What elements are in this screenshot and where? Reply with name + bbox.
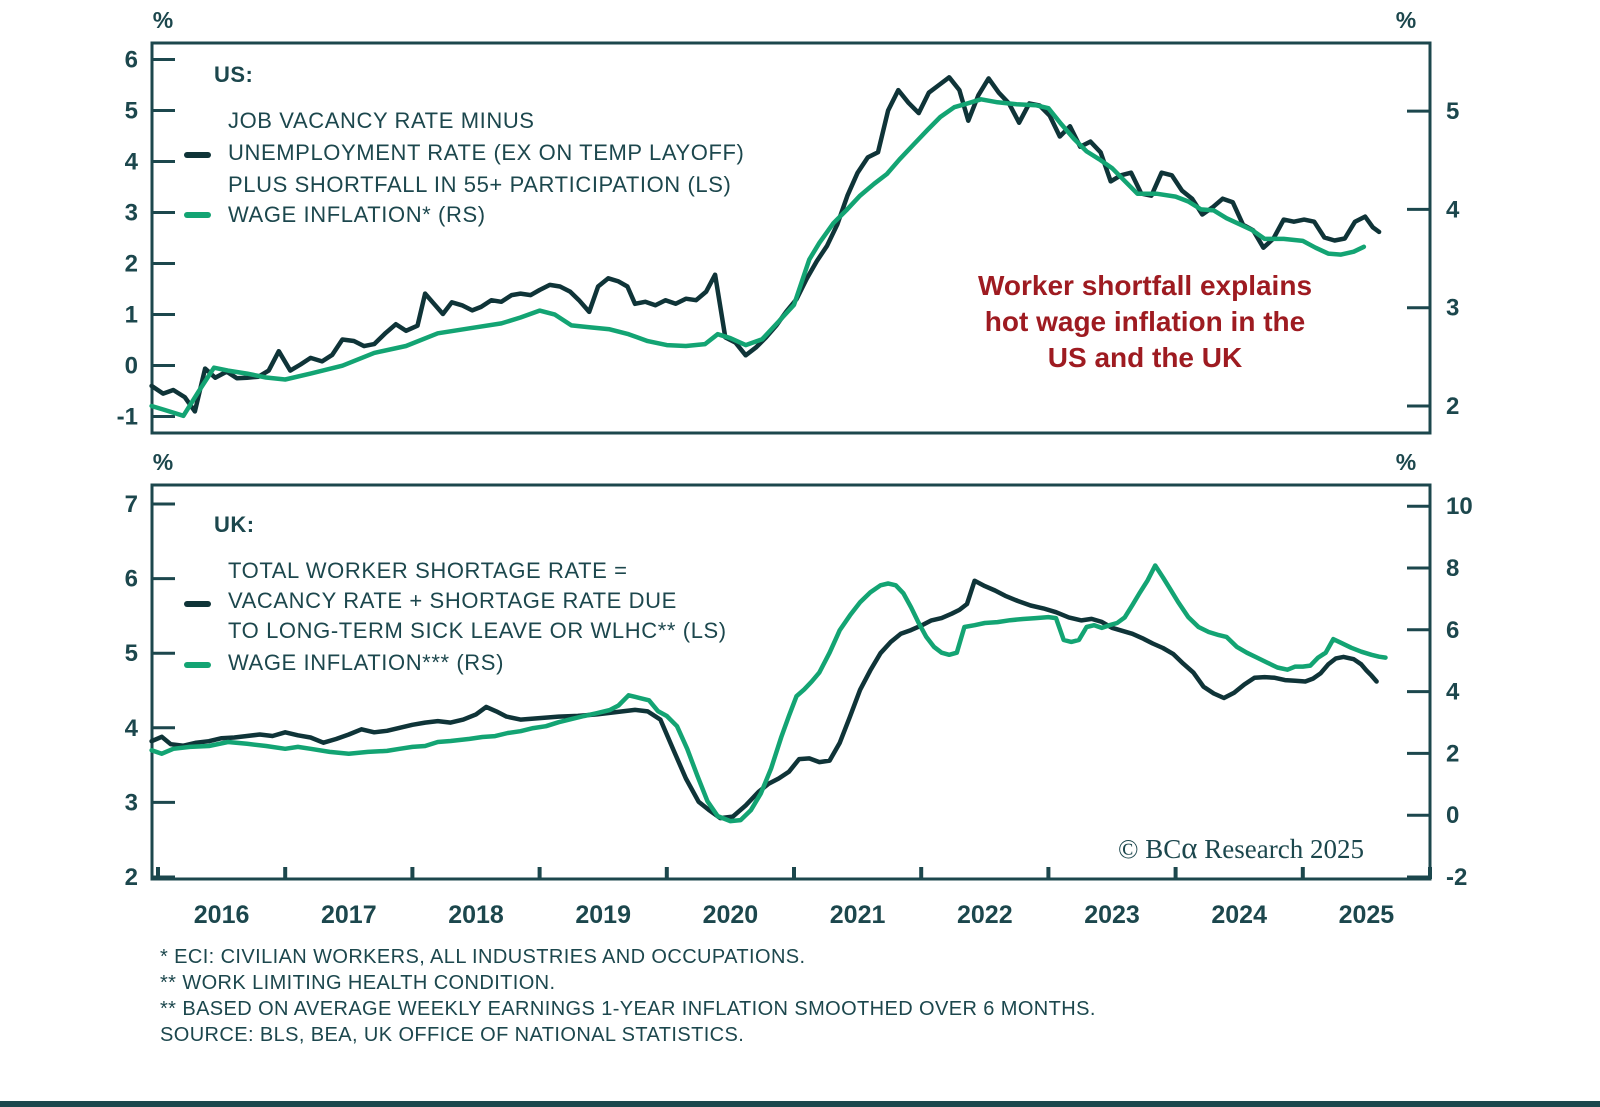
- uk-series1-swatch: [184, 601, 211, 607]
- uk-region-label: UK:: [214, 512, 255, 537]
- uk-right-tick-label: 4: [1446, 679, 1460, 706]
- us-right-tick-label: 2: [1446, 393, 1459, 420]
- uk-right-tick-label: 8: [1446, 555, 1459, 582]
- uk-left-tick-label: 2: [125, 864, 138, 891]
- uk-worker-shortage-line: [149, 578, 1379, 821]
- us-series1-label-line1: JOB VACANCY RATE MINUS: [228, 108, 535, 133]
- uk-right-tick-label: 0: [1446, 802, 1459, 829]
- us-panel: % % 6 5 4 3 2 1 0 -1 5 4 3 2: [117, 7, 1460, 435]
- uk-series1-label-line2: VACANCY RATE + SHORTAGE RATE DUE: [228, 588, 677, 613]
- x-axis-year-label: 2018: [448, 901, 504, 929]
- x-axis-year-label: 2022: [957, 901, 1013, 929]
- footnote-wlhc: ** WORK LIMITING HEALTH CONDITION.: [160, 972, 556, 994]
- x-axis-year-label: 2020: [703, 901, 759, 929]
- us-right-axis-unit-label: %: [1396, 7, 1416, 33]
- us-left-axis-unit-label: %: [153, 7, 173, 33]
- us-left-tick-label: 6: [125, 47, 138, 74]
- watermark-prefix: © BC: [1118, 834, 1182, 864]
- uk-series2-label: WAGE INFLATION*** (RS): [228, 650, 504, 675]
- us-left-tick-label: 2: [125, 251, 138, 278]
- uk-right-tick-label: 10: [1446, 493, 1473, 520]
- uk-right-axis-unit-label: %: [1396, 449, 1416, 475]
- uk-left-tick-label: 5: [125, 640, 138, 667]
- x-axis-year-label: 2021: [830, 901, 886, 929]
- us-series2-swatch: [184, 212, 211, 218]
- annotation-line3: US and the UK: [1047, 342, 1243, 373]
- uk-left-tick-label: 6: [125, 566, 138, 593]
- us-right-tick-label: 4: [1446, 196, 1460, 223]
- x-axis-year-label: 2017: [321, 901, 377, 929]
- x-axis-year-label: 2016: [194, 901, 250, 929]
- watermark-alpha-glyph: α: [1181, 830, 1198, 865]
- us-left-tick-label: -1: [117, 404, 138, 431]
- x-axis-year-label: 2024: [1211, 901, 1267, 929]
- footnote-awe: ** BASED ON AVERAGE WEEKLY EARNINGS 1-YE…: [160, 998, 1096, 1020]
- x-axis-year-label: 2025: [1339, 901, 1395, 929]
- uk-series1-label-line1: TOTAL WORKER SHORTAGE RATE =: [228, 558, 628, 583]
- us-left-tick-label: 3: [125, 200, 138, 227]
- us-series1-label-line2: UNEMPLOYMENT RATE (EX ON TEMP LAYOFF): [228, 140, 745, 165]
- uk-right-tick-label: -2: [1446, 864, 1467, 891]
- uk-right-tick-label: 6: [1446, 617, 1459, 644]
- uk-plot-frame: [150, 483, 1432, 881]
- x-axis-year-label: 2023: [1084, 901, 1140, 929]
- x-axis-year-label: 2019: [575, 901, 631, 929]
- us-left-tick-label: 4: [125, 149, 139, 176]
- footnote-eci: * ECI: CIVILIAN WORKERS, ALL INDUSTRIES …: [160, 946, 806, 968]
- bca-research-watermark: © BCα Research 2025: [1118, 832, 1418, 865]
- page-bottom-rule: [0, 1101, 1600, 1107]
- us-left-tick-label: 1: [125, 302, 138, 329]
- us-wage-inflation-line: [149, 97, 1367, 419]
- annotation-line2: hot wage inflation in the: [984, 306, 1306, 337]
- uk-right-tick-label: 2: [1446, 740, 1459, 767]
- us-right-tick-label: 5: [1446, 98, 1459, 125]
- uk-panel: % % 7 6 5 4 3 2 10 8 6 4 2 0 -2 2016 2017 2018 2019 2020 202…: [125, 449, 1473, 929]
- uk-series2-swatch: [184, 662, 211, 668]
- annotation-text: Worker shortfall explains hot wage infla…: [905, 268, 1385, 376]
- us-series2-label: WAGE INFLATION* (RS): [228, 202, 486, 227]
- us-series1-swatch: [184, 152, 211, 158]
- us-left-tick-label: 5: [125, 98, 138, 125]
- uk-left-tick-label: 7: [125, 491, 138, 518]
- uk-left-axis-unit-label: %: [153, 449, 173, 475]
- uk-left-tick-label: 3: [125, 789, 138, 816]
- uk-left-tick-label: 4: [125, 715, 139, 742]
- uk-wage-inflation-line: [149, 563, 1388, 824]
- uk-series1-label-line3: TO LONG-TERM SICK LEAVE OR WLHC** (LS): [228, 618, 727, 643]
- us-plot-frame: [150, 41, 1432, 435]
- annotation-line1: Worker shortfall explains: [977, 270, 1313, 301]
- us-left-tick-label: 0: [125, 353, 138, 380]
- us-series1-label-line3: PLUS SHORTFALL IN 55+ PARTICIPATION (LS): [228, 172, 732, 197]
- footnote-source: SOURCE: BLS, BEA, UK OFFICE OF NATIONAL …: [160, 1024, 745, 1046]
- us-region-label: US:: [214, 62, 254, 87]
- us-right-tick-label: 3: [1446, 295, 1459, 322]
- watermark-suffix: Research 2025: [1197, 834, 1364, 864]
